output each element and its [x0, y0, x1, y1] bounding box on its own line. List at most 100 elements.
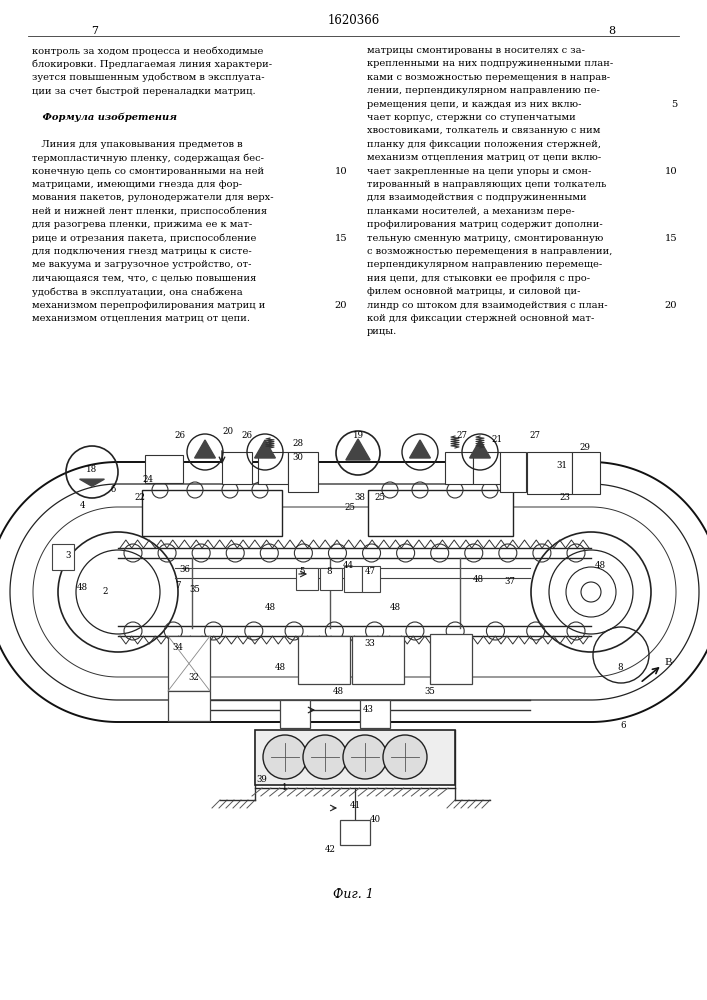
Circle shape: [383, 735, 427, 779]
Text: хвостовиками, толкатель и связанную с ним: хвостовиками, толкатель и связанную с ни…: [367, 126, 600, 135]
Text: контроль за ходом процесса и необходимые: контроль за ходом процесса и необходимые: [32, 46, 264, 55]
Text: б: б: [110, 486, 116, 494]
Polygon shape: [255, 440, 276, 458]
Bar: [572, 452, 600, 494]
Text: профилирования матриц содержит дополни-: профилирования матриц содержит дополни-: [367, 220, 603, 229]
Polygon shape: [346, 439, 370, 460]
Text: кой для фиксации стержней основной мат-: кой для фиксации стержней основной мат-: [367, 314, 595, 323]
Bar: [222, 452, 252, 484]
Text: 18: 18: [86, 466, 98, 475]
Polygon shape: [80, 479, 105, 486]
Text: филем основной матрицы, и силовой ци-: филем основной матрицы, и силовой ци-: [367, 287, 580, 296]
Text: 47: 47: [365, 568, 375, 576]
Text: 21: 21: [491, 436, 503, 444]
Text: чает закрепленные на цепи упоры и смон-: чает закрепленные на цепи упоры и смон-: [367, 167, 591, 176]
Bar: [360, 700, 390, 728]
Bar: [296, 568, 318, 590]
Text: 8: 8: [326, 568, 332, 576]
Bar: [445, 452, 473, 484]
Text: крепленными на них подпружиненными план-: крепленными на них подпружиненными план-: [367, 59, 613, 68]
Text: 19: 19: [352, 432, 363, 440]
Text: 15: 15: [665, 234, 677, 243]
Text: 40: 40: [370, 816, 380, 824]
Text: планку для фиксации положения стержней,: планку для фиксации положения стержней,: [367, 140, 601, 149]
Text: 48: 48: [390, 603, 401, 612]
Text: Формула изобретения: Формула изобретения: [32, 113, 177, 122]
Text: 33: 33: [365, 640, 375, 648]
Text: лении, перпендикулярном направлению пе-: лении, перпендикулярном направлению пе-: [367, 86, 600, 95]
Text: 24: 24: [143, 475, 153, 484]
Text: конечную цепь со смонтированными на ней: конечную цепь со смонтированными на ней: [32, 167, 264, 176]
Circle shape: [303, 735, 347, 779]
Bar: [340, 820, 370, 845]
Bar: [320, 568, 342, 590]
Text: 1: 1: [282, 784, 288, 792]
Text: для разогрева пленки, прижима ее к мат-: для разогрева пленки, прижима ее к мат-: [32, 220, 252, 229]
Text: 25: 25: [344, 502, 356, 512]
Text: Линия для упаковывания предметов в: Линия для упаковывания предметов в: [32, 140, 243, 149]
Text: В·: В·: [664, 658, 675, 667]
Text: 29: 29: [580, 442, 590, 452]
Text: для подключения гнезд матрицы к систе-: для подключения гнезд матрицы к систе-: [32, 247, 252, 256]
Bar: [473, 452, 501, 484]
Text: 27: 27: [457, 430, 467, 440]
Text: блокировки. Предлагаемая линия характери-: блокировки. Предлагаемая линия характери…: [32, 59, 272, 69]
Text: 35: 35: [189, 585, 201, 594]
Text: матрицы смонтированы в носителях с за-: матрицы смонтированы в носителях с за-: [367, 46, 585, 55]
Text: 44: 44: [342, 560, 354, 570]
Bar: [362, 566, 380, 592]
Polygon shape: [409, 440, 431, 458]
Bar: [527, 452, 572, 494]
Bar: [258, 452, 288, 484]
Text: 48: 48: [274, 664, 286, 672]
Text: механизм отцепления матриц от цепи вклю-: механизм отцепления матриц от цепи вклю-: [367, 153, 601, 162]
Text: ней и нижней лент пленки, приспособления: ней и нижней лент пленки, приспособления: [32, 207, 267, 216]
Text: 8: 8: [609, 26, 616, 36]
Text: личающаяся тем, что, с целью повышения: личающаяся тем, что, с целью повышения: [32, 274, 257, 283]
Text: 20: 20: [665, 301, 677, 310]
Text: тельную сменную матрицу, смонтированную: тельную сменную матрицу, смонтированную: [367, 234, 603, 243]
Text: 38: 38: [354, 492, 366, 502]
Text: 48: 48: [595, 560, 606, 570]
Bar: [255, 730, 455, 785]
Text: 48: 48: [472, 576, 484, 584]
Circle shape: [343, 735, 387, 779]
Text: 28: 28: [293, 440, 303, 448]
Bar: [430, 634, 472, 684]
Bar: [298, 636, 350, 684]
Text: 20: 20: [334, 301, 347, 310]
Text: ции за счет быстрой переналадки матриц.: ции за счет быстрой переналадки матриц.: [32, 86, 256, 96]
Text: 2: 2: [103, 587, 107, 596]
Text: 4: 4: [79, 502, 85, 510]
Text: 34: 34: [173, 644, 183, 652]
Text: 22: 22: [134, 492, 146, 502]
Bar: [352, 636, 404, 684]
Text: с возможностью перемещения в направлении,: с возможностью перемещения в направлении…: [367, 247, 612, 256]
Text: 35: 35: [425, 688, 436, 696]
Bar: [52, 544, 74, 570]
Text: 25: 25: [375, 492, 385, 502]
Text: 31: 31: [556, 460, 568, 470]
Text: 3: 3: [65, 550, 71, 560]
Text: 32: 32: [189, 674, 199, 682]
Bar: [280, 700, 310, 728]
Text: 26: 26: [242, 430, 252, 440]
Text: рицы.: рицы.: [367, 327, 397, 336]
Text: 10: 10: [334, 167, 347, 176]
Bar: [168, 636, 210, 691]
Text: 5: 5: [299, 568, 305, 576]
Text: матрицами, имеющими гнезда для фор-: матрицами, имеющими гнезда для фор-: [32, 180, 242, 189]
Text: мования пакетов, рулонодержатели для верх-: мования пакетов, рулонодержатели для вер…: [32, 193, 274, 202]
Bar: [145, 455, 183, 483]
Text: ремещения цепи, и каждая из них вклю-: ремещения цепи, и каждая из них вклю-: [367, 100, 581, 109]
Text: 7: 7: [91, 26, 98, 36]
Text: зуется повышенным удобством в эксплуата-: зуется повышенным удобством в эксплуата-: [32, 73, 264, 82]
Text: механизмом отцепления матриц от цепи.: механизмом отцепления матриц от цепи.: [32, 314, 250, 323]
Text: 36: 36: [180, 566, 190, 574]
Text: механизмом перепрофилирования матриц и: механизмом перепрофилирования матриц и: [32, 301, 265, 310]
Text: 7: 7: [175, 580, 181, 589]
Bar: [142, 490, 282, 536]
Text: ния цепи, для стыковки ее профиля с про-: ния цепи, для стыковки ее профиля с про-: [367, 274, 590, 283]
Text: 23: 23: [559, 492, 571, 502]
Polygon shape: [194, 440, 216, 458]
